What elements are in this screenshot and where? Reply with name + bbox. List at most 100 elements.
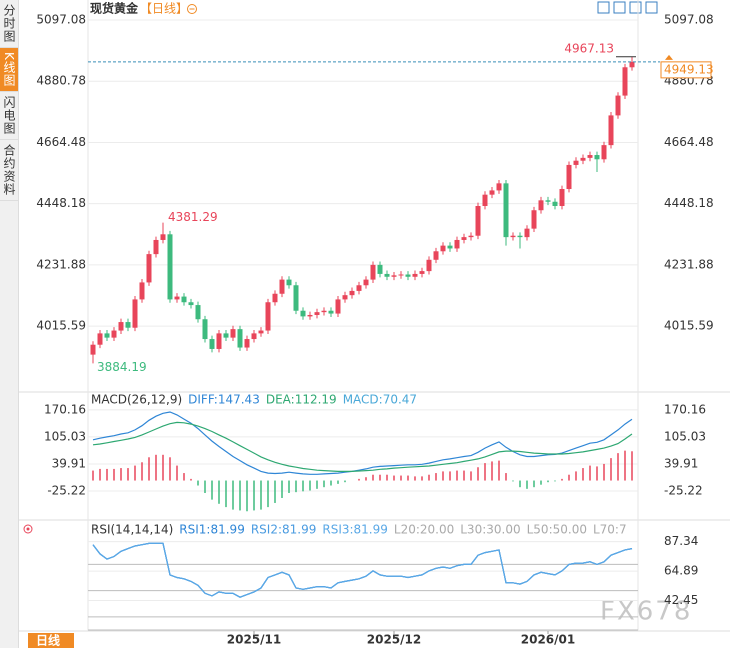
candle-body <box>629 61 635 68</box>
candle-body <box>237 329 243 348</box>
x-tick-label: 2025/11 <box>227 633 281 647</box>
candle-body <box>279 279 285 294</box>
candle-body <box>566 164 572 190</box>
candle-body <box>139 282 145 300</box>
candle-body <box>363 279 369 286</box>
candle-body <box>258 330 264 334</box>
low-label: 3884.19 <box>97 360 147 374</box>
candle-body <box>461 237 467 240</box>
sidebar: 分时图 K线图 闪电图 合约资料 <box>0 0 19 648</box>
candle-body <box>167 234 173 300</box>
candle-body <box>622 67 628 96</box>
candle-body <box>300 310 306 317</box>
x-tick-label: 2025/12 <box>367 633 421 647</box>
candle-body <box>356 285 362 291</box>
tool-icon[interactable] <box>597 1 610 14</box>
candle-body <box>335 299 341 314</box>
candle-body <box>286 279 292 286</box>
y-tick-label: 39.91 <box>52 456 86 470</box>
title: 现货黄金 <box>90 1 139 16</box>
footer-tab-label[interactable]: 日线 <box>36 633 60 648</box>
y-tick-label: -25.22 <box>47 484 86 498</box>
y-tick-label: 4664.48 <box>36 135 86 149</box>
candle-body <box>328 310 334 314</box>
candle-body <box>97 333 103 345</box>
candle-body <box>160 234 166 240</box>
y-tick-label: 87.34 <box>664 534 698 548</box>
candle-body <box>314 312 320 315</box>
candle-body <box>244 339 250 348</box>
period: 【日线】 <box>140 2 188 16</box>
y-tick-label: 42.45 <box>664 593 698 607</box>
candle-body <box>398 274 404 276</box>
y-tick-label: 4664.48 <box>664 135 714 149</box>
candle-body <box>223 333 229 338</box>
candle-body <box>132 299 138 328</box>
legend-entry: RSI1:81.99 <box>179 523 245 537</box>
candle-body <box>230 329 236 338</box>
candle-body <box>370 264 376 280</box>
candle-body <box>503 183 509 238</box>
candle-body <box>174 296 180 300</box>
y-tick-label: 4231.88 <box>36 257 86 271</box>
candle-body <box>517 235 523 238</box>
rsi-line <box>92 542 633 598</box>
legend-entry: MACD(26,12,9) <box>91 393 182 407</box>
tab[interactable]: 闪电图 <box>0 92 18 140</box>
tab[interactable]: 分时图 <box>0 0 18 48</box>
tool-icon[interactable] <box>613 1 626 14</box>
legend-entry: DIFF:147.43 <box>188 393 260 407</box>
candle-body <box>552 201 558 206</box>
candle-body <box>216 333 222 349</box>
candle-body <box>209 339 215 349</box>
candle-body <box>454 239 460 249</box>
y-tick-label: 39.91 <box>664 456 698 470</box>
candle-body <box>419 271 425 274</box>
candle-body <box>594 155 600 160</box>
rsi-line <box>92 542 633 598</box>
footer-tab[interactable] <box>28 633 74 648</box>
tool-icon[interactable] <box>629 1 642 14</box>
candle-body <box>307 314 313 317</box>
candle-body <box>496 183 502 191</box>
tab[interactable]: 合约资料 <box>0 140 18 201</box>
candle-body <box>377 264 383 274</box>
candle-body <box>321 310 327 313</box>
rsi-icon[interactable] <box>23 524 33 534</box>
watermark: FX678 <box>600 597 692 627</box>
candle-body <box>468 235 474 238</box>
high-label: 4381.29 <box>168 210 218 224</box>
icon[interactable] <box>187 4 197 14</box>
y-tick-label: 4231.88 <box>664 257 714 271</box>
macd-line <box>92 411 633 475</box>
y-tick-label: 170.16 <box>44 402 86 416</box>
candle-body <box>433 251 439 260</box>
candle-body <box>587 155 593 158</box>
candle-body <box>384 273 390 277</box>
candle-body <box>272 293 278 303</box>
candle-body <box>580 157 586 161</box>
tool-icon[interactable] <box>645 1 658 14</box>
candle-body <box>342 295 348 300</box>
candle-body <box>90 344 96 355</box>
legend-entry: L50:50.00 <box>527 523 587 537</box>
y-tick-label: -25.22 <box>664 484 703 498</box>
y-tick-label: 4015.59 <box>664 319 714 333</box>
candle-body <box>573 160 579 165</box>
y-tick-label: 4448.18 <box>664 196 714 210</box>
legend-entry: L20:20.00 <box>394 523 454 537</box>
candle-body <box>510 235 516 238</box>
candle-body <box>601 145 607 160</box>
tab-active[interactable]: K线图 <box>0 48 18 92</box>
legend-entry: L70:7 <box>593 523 627 537</box>
legend-entry: RSI2:81.99 <box>251 523 317 537</box>
candle-body <box>475 205 481 236</box>
candle-body <box>538 200 544 211</box>
candle-body <box>405 274 411 277</box>
y-tick-label: 5097.08 <box>664 12 714 26</box>
candle-body <box>447 245 453 249</box>
y-tick-label: 170.16 <box>664 402 706 416</box>
current-price-marker <box>665 54 673 60</box>
candle-body <box>202 319 208 340</box>
